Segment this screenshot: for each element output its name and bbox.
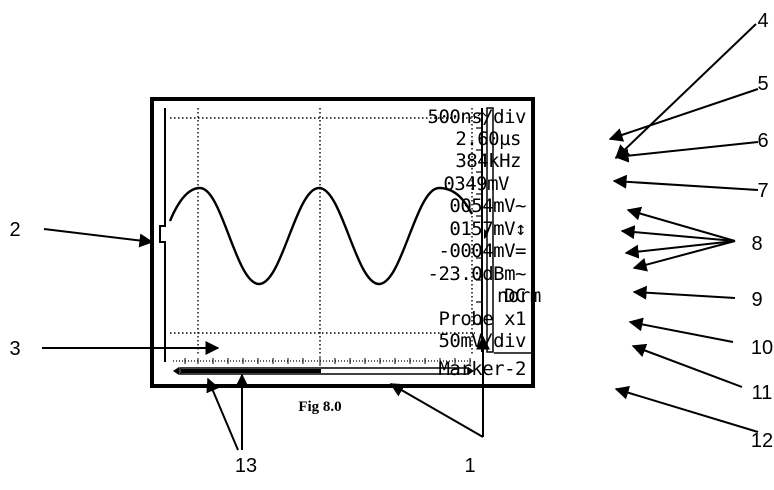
readout-frequency: 384kHz	[455, 150, 521, 172]
arrow-9	[632, 285, 736, 300]
callout-4: 4	[757, 10, 768, 32]
readout-trigger-mode: norm	[497, 285, 541, 307]
arrow-2	[43, 228, 154, 248]
signal-trace	[168, 186, 474, 286]
callout-7: 7	[757, 180, 768, 202]
arrow-4	[614, 23, 757, 159]
readout-dbm: -23.0dBm~	[428, 263, 527, 285]
callout-9: 9	[751, 289, 762, 311]
arrow-6	[614, 141, 759, 163]
arrow-12	[614, 385, 759, 433]
figure-caption: Fig 8.0	[298, 399, 341, 415]
arrow-8b	[620, 225, 736, 242]
arrow-13b	[206, 377, 239, 451]
readout-dc: -0004mV=	[438, 240, 526, 262]
trigger-level-marker	[159, 108, 166, 362]
callout-11: 11	[752, 382, 773, 404]
callout-13: 13	[235, 455, 257, 477]
callout-8: 8	[751, 233, 762, 255]
readout-probe: Probe x1	[438, 308, 526, 330]
arrow-1b	[389, 383, 484, 438]
callout-5: 5	[757, 73, 768, 95]
arrow-5	[608, 88, 759, 142]
arrow-8c	[624, 240, 736, 259]
callout-2: 2	[9, 219, 20, 241]
callout-arrows	[42, 23, 759, 451]
arrow-10	[628, 317, 734, 343]
callout-labels: 1 2 3 4 5 6 7 8 9 10 11 12 13	[9, 10, 773, 477]
callout-12: 12	[751, 430, 773, 452]
amplitude-scale	[476, 108, 490, 352]
callout-10: 10	[751, 337, 773, 359]
readout-period: 2.60µs	[455, 128, 521, 150]
arrow-8d	[632, 240, 736, 272]
arrow-7	[612, 174, 759, 191]
readout-coupling: DC	[504, 285, 526, 307]
callout-3: 3	[9, 338, 20, 360]
visible-window-indicator	[181, 369, 321, 373]
arrow-8a	[626, 206, 736, 242]
separator-bar	[486, 107, 494, 353]
callout-6: 6	[757, 130, 768, 152]
arrow-11	[631, 343, 743, 388]
waveform-area	[159, 107, 494, 362]
readout-peak: 0157mV↕	[449, 218, 526, 240]
lcd-frame	[150, 97, 535, 388]
callout-1: 1	[464, 455, 475, 477]
time-ruler	[173, 356, 474, 375]
readout-rms: 0054mV~	[449, 195, 526, 217]
readout-panel: 500ns/div 2.60µs 384kHz 0349mV 0054mV~ 0…	[428, 106, 542, 380]
readout-peak-to-peak: 0349mV	[443, 173, 509, 195]
readout-timebase: 500ns/div	[428, 106, 527, 128]
